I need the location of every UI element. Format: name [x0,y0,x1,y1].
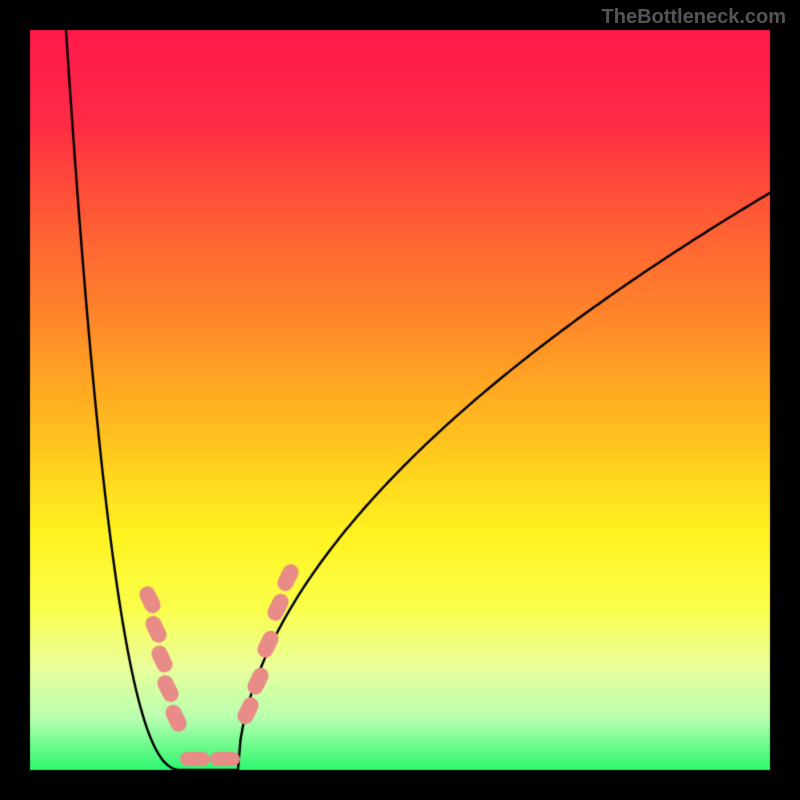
watermark: TheBottleneck.com [602,6,786,29]
bottleneck-chart [0,0,800,800]
